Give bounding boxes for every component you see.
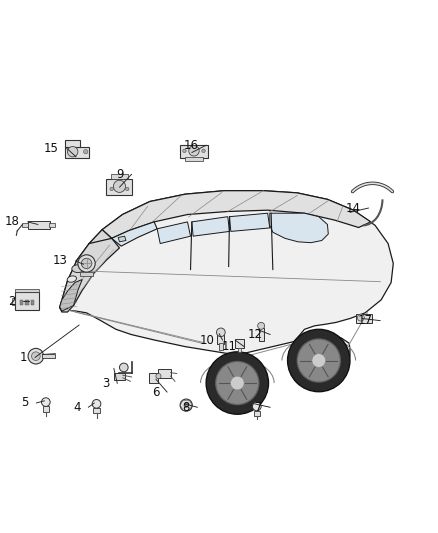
- Circle shape: [258, 322, 265, 329]
- Bar: [15, 289, 39, 293]
- Polygon shape: [157, 222, 191, 244]
- Circle shape: [42, 398, 50, 407]
- Bar: [149, 373, 159, 383]
- Circle shape: [126, 187, 129, 191]
- Bar: [185, 157, 203, 161]
- Bar: [159, 369, 170, 378]
- Text: 10: 10: [200, 334, 215, 346]
- Polygon shape: [270, 213, 328, 243]
- Bar: [93, 408, 99, 414]
- Circle shape: [67, 147, 78, 157]
- Bar: [42, 354, 55, 358]
- Bar: [43, 407, 49, 411]
- Bar: [20, 300, 23, 305]
- Bar: [217, 335, 224, 344]
- Circle shape: [206, 352, 268, 414]
- Bar: [65, 147, 89, 158]
- Text: 12: 12: [247, 328, 262, 341]
- Polygon shape: [192, 217, 230, 236]
- Circle shape: [230, 376, 244, 390]
- Circle shape: [180, 399, 192, 411]
- Text: 14: 14: [346, 201, 361, 214]
- Text: 15: 15: [44, 142, 59, 155]
- Bar: [25, 300, 29, 305]
- Circle shape: [297, 338, 341, 382]
- Bar: [254, 411, 260, 416]
- Ellipse shape: [67, 276, 77, 282]
- Bar: [219, 343, 223, 350]
- Circle shape: [215, 361, 259, 405]
- Text: 13: 13: [53, 254, 67, 268]
- Circle shape: [156, 374, 161, 379]
- Circle shape: [78, 255, 95, 272]
- Circle shape: [312, 354, 325, 367]
- Circle shape: [184, 403, 188, 407]
- Bar: [81, 272, 92, 276]
- Bar: [235, 340, 244, 348]
- Circle shape: [216, 328, 225, 337]
- Text: 3: 3: [102, 377, 110, 390]
- Circle shape: [81, 259, 92, 269]
- Circle shape: [357, 314, 364, 321]
- Text: 11: 11: [222, 340, 237, 353]
- Circle shape: [189, 146, 199, 156]
- Polygon shape: [60, 279, 82, 311]
- Ellipse shape: [72, 265, 84, 272]
- Text: 7: 7: [255, 401, 262, 414]
- Text: 6: 6: [152, 386, 159, 399]
- Polygon shape: [60, 191, 393, 407]
- Polygon shape: [112, 222, 157, 246]
- Circle shape: [92, 400, 101, 408]
- Circle shape: [32, 352, 40, 360]
- Bar: [258, 328, 264, 341]
- Polygon shape: [102, 191, 371, 238]
- Bar: [31, 300, 34, 305]
- Circle shape: [110, 187, 113, 191]
- Bar: [28, 221, 50, 229]
- Polygon shape: [60, 230, 120, 312]
- Text: 16: 16: [184, 139, 198, 152]
- Text: 17: 17: [357, 314, 372, 327]
- Bar: [114, 373, 125, 381]
- Bar: [49, 223, 55, 227]
- Circle shape: [84, 150, 88, 154]
- Polygon shape: [118, 236, 126, 242]
- Bar: [180, 145, 208, 158]
- Bar: [356, 314, 372, 323]
- Text: 8: 8: [182, 401, 190, 414]
- Bar: [106, 179, 132, 195]
- Circle shape: [183, 149, 186, 152]
- Circle shape: [252, 402, 261, 411]
- Bar: [238, 348, 241, 352]
- Text: 9: 9: [117, 168, 124, 181]
- Circle shape: [28, 349, 44, 364]
- Circle shape: [202, 149, 205, 152]
- Text: 2: 2: [8, 295, 15, 308]
- Bar: [15, 293, 39, 310]
- Bar: [111, 174, 128, 179]
- Text: 5: 5: [21, 397, 28, 409]
- Polygon shape: [230, 213, 270, 231]
- Text: 1: 1: [20, 351, 27, 364]
- Bar: [12, 298, 15, 305]
- Circle shape: [120, 363, 128, 372]
- Circle shape: [288, 329, 350, 392]
- Text: 18: 18: [5, 215, 20, 228]
- Circle shape: [113, 180, 126, 192]
- Text: 4: 4: [73, 401, 81, 414]
- Bar: [65, 140, 80, 147]
- Bar: [22, 223, 28, 227]
